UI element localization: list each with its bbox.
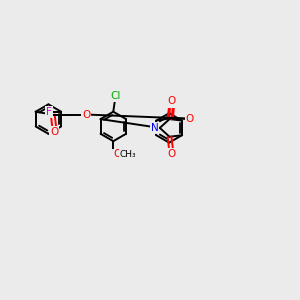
Text: O: O — [50, 127, 58, 137]
Text: F: F — [46, 107, 52, 117]
Text: O: O — [167, 149, 176, 159]
Text: O: O — [167, 97, 176, 107]
Text: O: O — [113, 149, 122, 159]
Text: N: N — [151, 123, 158, 133]
Text: CH₃: CH₃ — [119, 150, 136, 159]
Text: O: O — [186, 114, 194, 124]
Text: Cl: Cl — [110, 92, 121, 101]
Text: O: O — [82, 110, 90, 120]
Text: O: O — [168, 96, 176, 106]
